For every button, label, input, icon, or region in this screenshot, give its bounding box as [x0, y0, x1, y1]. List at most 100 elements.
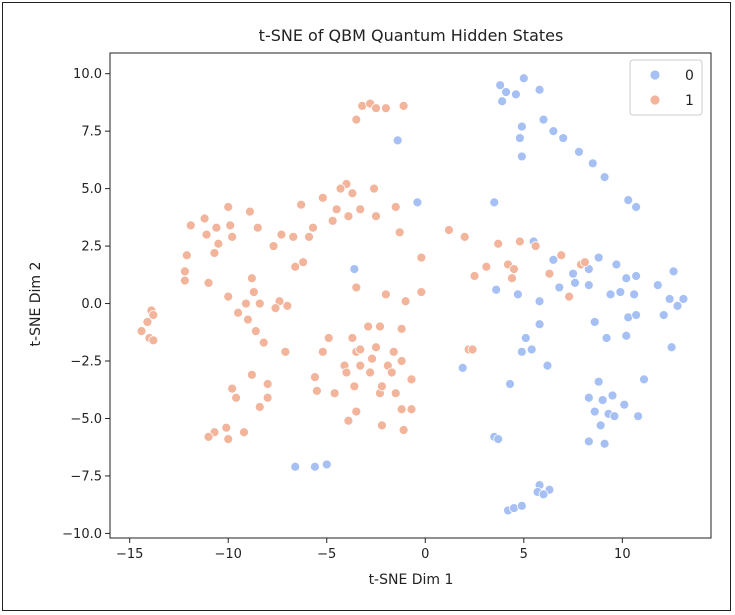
data-point	[621, 330, 632, 341]
data-point	[396, 404, 407, 415]
data-point	[375, 321, 385, 332]
data-point	[534, 296, 545, 307]
data-point	[343, 211, 354, 222]
data-point	[248, 287, 259, 297]
x-tick-label: 10	[614, 547, 631, 562]
data-point	[412, 197, 423, 208]
legend-label: 1	[685, 93, 694, 109]
y-tick-label: 0.0	[81, 297, 102, 312]
data-point	[605, 289, 616, 300]
data-point	[633, 411, 643, 422]
data-point	[516, 151, 527, 162]
data-point	[534, 84, 545, 95]
data-point	[148, 310, 159, 320]
data-point	[142, 317, 153, 327]
data-point	[631, 271, 642, 281]
data-point	[390, 388, 401, 399]
data-point	[221, 422, 232, 433]
data-point	[400, 296, 411, 307]
data-point	[672, 300, 683, 311]
data-point	[225, 220, 236, 231]
data-point	[599, 438, 610, 449]
data-point	[209, 248, 220, 258]
data-point	[516, 346, 527, 357]
y-tick-label: 10.0	[73, 67, 102, 82]
series-1	[136, 98, 590, 445]
data-point	[392, 135, 403, 146]
y-tick-label: 7.5	[81, 125, 102, 140]
data-point	[615, 287, 626, 297]
data-point	[457, 363, 468, 373]
data-point	[514, 133, 525, 143]
x-axis-label: t-SNE Dim 1	[369, 572, 454, 588]
data-point	[568, 268, 578, 279]
data-point	[331, 204, 342, 215]
data-point	[343, 415, 354, 426]
data-point	[349, 264, 360, 274]
data-point	[371, 103, 381, 114]
data-point	[548, 126, 559, 137]
data-point	[371, 342, 381, 353]
y-tick-label: −10.0	[62, 527, 102, 542]
data-point	[459, 231, 470, 242]
data-point	[179, 266, 190, 277]
legend-label: 0	[685, 68, 694, 84]
data-point	[599, 172, 610, 183]
data-point	[298, 257, 309, 268]
data-point	[406, 374, 417, 385]
data-point	[262, 379, 273, 389]
data-point	[501, 87, 511, 97]
data-point	[601, 333, 612, 343]
data-point	[371, 211, 381, 222]
data-point	[335, 183, 346, 194]
data-point	[329, 388, 340, 399]
data-point	[310, 461, 320, 472]
data-point	[390, 202, 401, 212]
data-point	[203, 431, 214, 442]
x-tick-label: −10	[215, 547, 242, 562]
data-point	[282, 300, 293, 311]
data-point	[516, 500, 527, 511]
data-point	[507, 273, 517, 284]
data-point	[530, 241, 541, 251]
data-point	[227, 383, 238, 394]
data-point	[252, 222, 263, 233]
x-tick-label: 0	[421, 547, 429, 562]
data-point	[579, 257, 590, 268]
data-point	[509, 264, 519, 274]
data-point	[377, 381, 387, 392]
data-point	[223, 202, 234, 212]
data-point	[349, 381, 360, 392]
data-point	[245, 206, 255, 217]
data-point	[380, 289, 391, 300]
data-point	[276, 229, 287, 240]
data-point	[589, 406, 600, 417]
data-point	[668, 266, 679, 277]
data-point	[621, 273, 632, 284]
data-point	[514, 236, 525, 247]
data-point	[631, 310, 642, 320]
legend-marker	[649, 69, 661, 81]
data-point	[595, 420, 606, 431]
data-point	[341, 367, 352, 378]
data-point	[611, 259, 622, 270]
data-point	[347, 188, 358, 199]
data-point	[312, 385, 322, 396]
data-point	[233, 307, 243, 318]
data-point	[593, 252, 604, 263]
data-point	[481, 261, 492, 272]
y-tick-label: −7.5	[70, 469, 102, 484]
chart-title: t-SNE of QBM Quantum Hidden States	[259, 26, 564, 45]
y-axis-label: t-SNE Dim 2	[28, 262, 44, 347]
data-point	[556, 250, 567, 261]
data-point	[518, 73, 529, 84]
y-tick-label: −5.0	[70, 412, 102, 427]
data-point	[538, 489, 549, 500]
data-point	[489, 197, 500, 208]
y-tick-label: 2.5	[81, 240, 102, 255]
data-point	[268, 241, 279, 251]
legend-box	[629, 59, 703, 116]
data-point	[288, 231, 299, 242]
data-point	[467, 344, 478, 355]
